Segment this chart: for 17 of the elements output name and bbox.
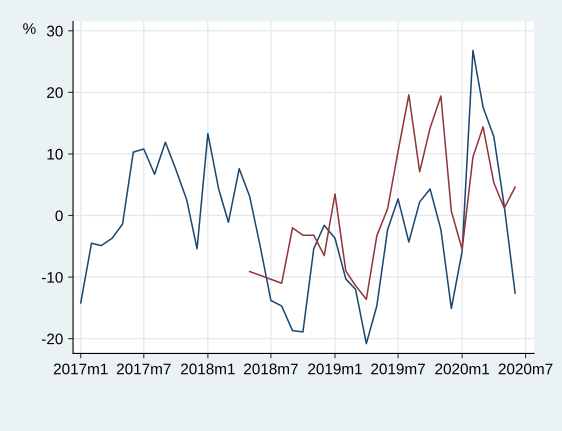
x-tick-label: 2020m7 [498, 364, 552, 374]
x-tick-label: 2020m1 [435, 364, 490, 374]
x-tick-label: 2019m1 [308, 364, 362, 374]
y-tick-label: 10 [48, 148, 63, 160]
x-tick-label: 2018m1 [181, 364, 235, 374]
y-axis-title: % [23, 23, 36, 34]
y-tick-label: -10 [42, 272, 63, 283]
x-tick-label: 2019m7 [371, 364, 425, 374]
y-tick-label: 20 [47, 87, 63, 98]
line-series [248, 94, 516, 300]
y-tick-label: -20 [42, 334, 63, 344]
line-series [80, 50, 516, 344]
x-tick-label: 2018m7 [244, 364, 298, 374]
y-tick-label: 0 [55, 210, 63, 222]
x-tick-label: 2017m7 [116, 364, 171, 374]
x-tick-label: 2017m1 [54, 364, 108, 374]
y-tick-label: 30 [46, 26, 63, 36]
